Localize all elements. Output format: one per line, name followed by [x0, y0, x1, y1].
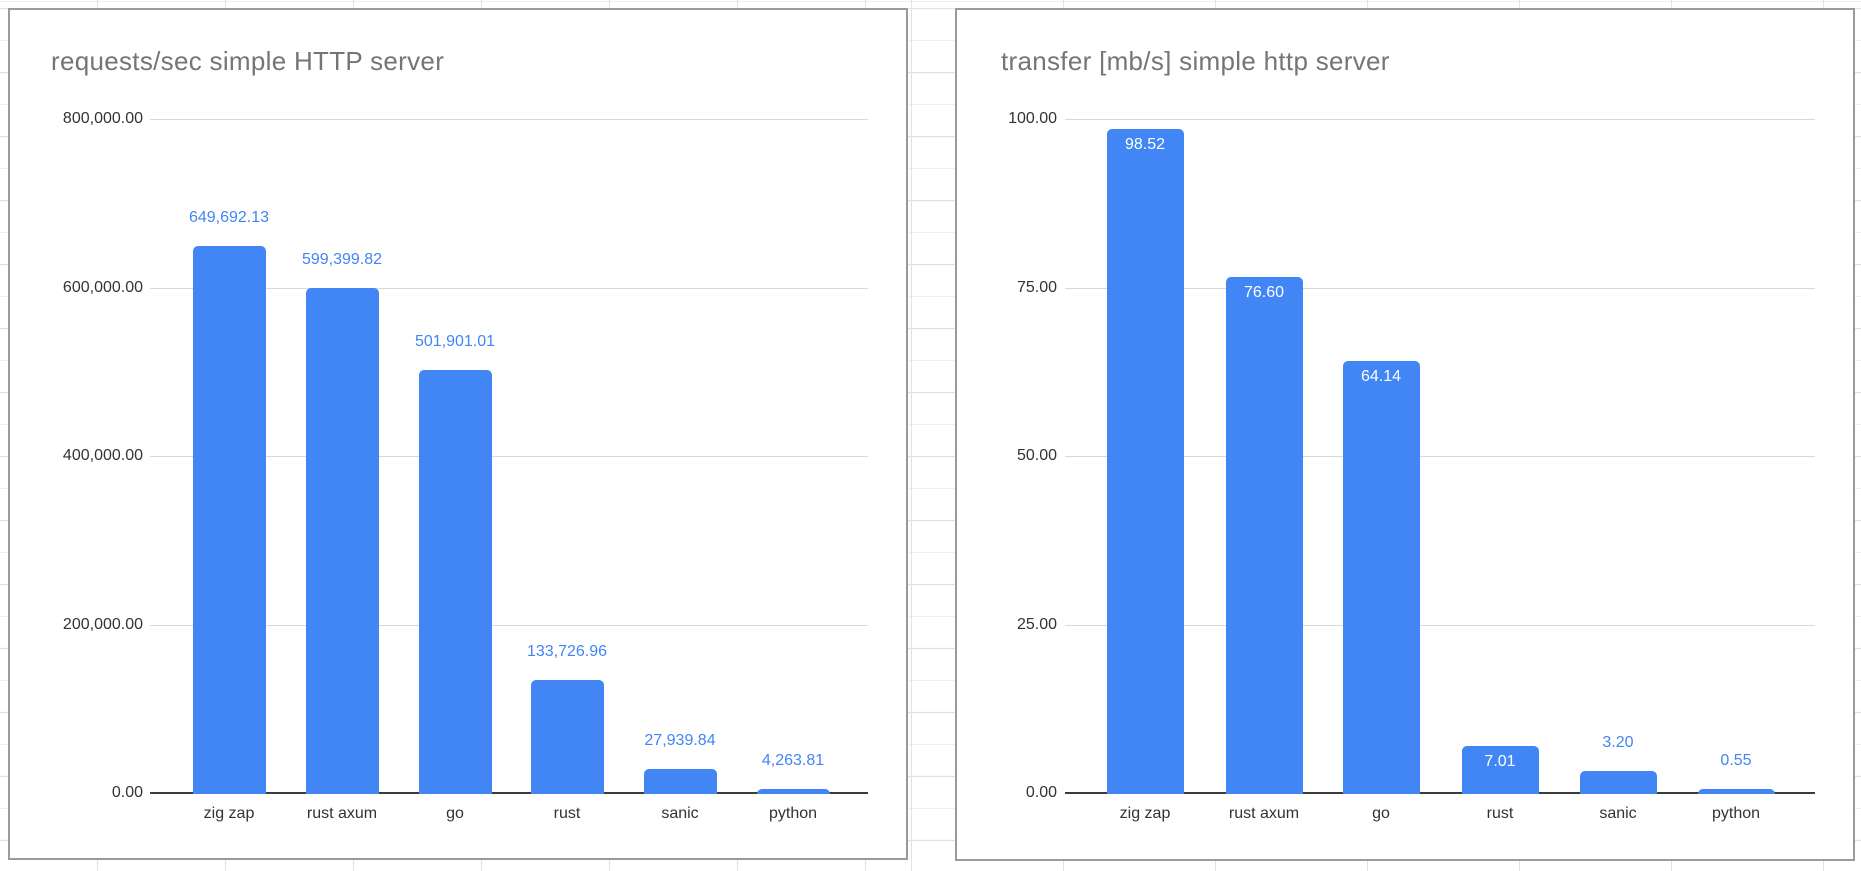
chart-card-requests-per-sec[interactable]: requests/sec simple HTTP server 800,000.…: [8, 8, 908, 860]
category-label: rust: [553, 805, 581, 822]
category-label: sanic: [661, 805, 699, 822]
y-tick-label: 800,000.00: [62, 110, 143, 127]
y-tick-label: 0.00: [111, 784, 143, 801]
bar: [1343, 361, 1420, 794]
bar: [306, 288, 379, 794]
x-axis-line: [1065, 792, 1815, 794]
category-label: rust axum: [1228, 805, 1300, 822]
bar-value-label: 4,263.81: [761, 752, 825, 769]
category-label: python: [768, 805, 818, 822]
bar-value-label: 649,692.13: [188, 209, 270, 226]
bar: [1107, 129, 1184, 794]
category-label: go: [1372, 805, 1390, 822]
plot-area: 100.00 75.00 50.00 25.00 0.00 98.52 zig zap 76.…: [957, 10, 1853, 859]
bar-value-label: 64.14: [1360, 368, 1402, 385]
bar-value-label: 7.01: [1484, 753, 1516, 770]
bar-value-label: 0.55: [1720, 752, 1752, 769]
chart-card-transfer-mbs[interactable]: transfer [mb/s] simple http server 100.0…: [955, 8, 1855, 861]
category-label: zig zap: [203, 805, 255, 822]
grid-line: [911, 0, 912, 871]
category-label: sanic: [1599, 805, 1637, 822]
bar-value-label: 3.20: [1602, 734, 1634, 751]
category-label: go: [446, 805, 464, 822]
y-tick-label: 0.00: [1025, 784, 1057, 801]
y-gridline: [1065, 456, 1815, 457]
category-label: rust axum: [306, 805, 378, 822]
y-tick-label: 25.00: [1016, 616, 1057, 633]
bar: [644, 769, 717, 794]
bar-value-label: 27,939.84: [644, 732, 716, 749]
bar: [1226, 277, 1303, 794]
chart-title: requests/sec simple HTTP server: [51, 46, 445, 76]
y-tick-label: 100.00: [1008, 110, 1057, 127]
y-gridline: [1065, 119, 1815, 120]
y-tick-label: 600,000.00: [62, 279, 143, 296]
bar-value-label: 133,726.96: [526, 643, 608, 660]
y-gridline: [150, 625, 868, 626]
x-axis-line: [150, 792, 868, 794]
y-gridline: [1065, 288, 1815, 289]
y-tick-label: 75.00: [1016, 279, 1057, 296]
bar: [757, 789, 830, 794]
y-gridline: [150, 456, 868, 457]
y-gridline: [150, 288, 868, 289]
category-label: python: [1711, 805, 1761, 822]
y-tick-label: 400,000.00: [62, 447, 143, 464]
y-gridline: [150, 119, 868, 120]
chart-title: transfer [mb/s] simple http server: [1001, 46, 1390, 76]
bar: [1462, 746, 1539, 794]
category-label: rust: [1486, 805, 1514, 822]
bar-value-label: 98.52: [1124, 136, 1166, 153]
category-label: zig zap: [1119, 805, 1171, 822]
bar-value-label: 501,901.01: [414, 333, 496, 350]
y-tick-label: 50.00: [1016, 447, 1057, 464]
bar: [1698, 789, 1775, 794]
bar: [1580, 771, 1657, 794]
bar: [419, 370, 492, 794]
bar: [193, 246, 266, 794]
bar: [531, 680, 604, 794]
plot-area: 800,000.00 600,000.00 400,000.00 200,000.00…: [10, 10, 906, 858]
bar-value-label: 76.60: [1243, 284, 1285, 301]
bar-value-label: 599,399.82: [301, 251, 383, 268]
y-gridline: [1065, 625, 1815, 626]
y-tick-label: 200,000.00: [62, 616, 143, 633]
